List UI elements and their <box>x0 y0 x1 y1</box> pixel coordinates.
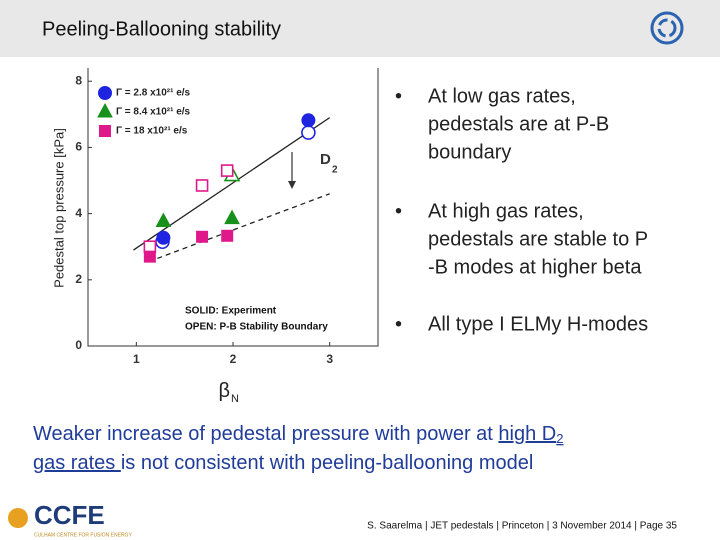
legend-label: Γ = 2.8 x10²¹ e/s <box>116 88 191 99</box>
y-tick-label: 8 <box>75 73 82 87</box>
conclusion-subscript: 2 <box>556 431 563 446</box>
conclusion-line2: gas rates is not consistent with peeling… <box>33 452 533 474</box>
fit-line <box>133 117 331 251</box>
plot: 1 2 3 0 2 4 6 8 Γ = 2.8 x10²¹ e/s Γ = 8.4 x10²¹ e… <box>75 68 379 366</box>
boundary-point <box>301 125 316 140</box>
x-axis-label-sub: N <box>231 393 239 405</box>
y-tick-label: 4 <box>75 206 82 220</box>
x-tick-label: 3 <box>326 352 333 366</box>
bullet-symbol: • <box>395 85 402 107</box>
bullet-symbol: • <box>395 200 402 222</box>
bullet-text: All type I ELMy H-modes <box>428 313 648 335</box>
x-tick-label: 2 <box>230 352 237 366</box>
bullet-text: boundary <box>428 141 511 163</box>
experiment-point <box>196 230 209 243</box>
legend-marker <box>98 86 112 100</box>
bullet-symbol: • <box>395 313 402 335</box>
slide-title: Peeling-Ballooning stability <box>42 18 281 40</box>
experiment-point <box>301 113 316 128</box>
open-note: OPEN: P-B Stability Boundary <box>185 322 328 333</box>
y-tick-label: 2 <box>75 272 82 286</box>
experiment-point <box>221 229 234 242</box>
solid-note: SOLID: Experiment <box>185 306 277 317</box>
x-tick-label: 1 <box>133 352 140 366</box>
experiment-point <box>155 212 172 228</box>
boundary-point <box>220 164 234 177</box>
bullet-text: -B modes at higher beta <box>428 256 642 278</box>
y-axis-label: Pedestal top pressure [kPa] <box>51 128 66 288</box>
y-tick-label: 0 <box>75 338 82 352</box>
logo-text: CCFE <box>34 500 105 530</box>
conclusion-underlined: high D <box>498 423 556 445</box>
legend-label: Γ = 18 x10²¹ e/s <box>116 126 188 137</box>
x-axis-label: β <box>218 380 230 402</box>
bullet-text: pedestals are stable to P <box>428 228 648 250</box>
bullet-text: At low gas rates, <box>428 85 576 107</box>
logo-emblem <box>650 11 684 45</box>
conclusion-line1: Weaker increase of pedestal pressure wit… <box>33 423 563 446</box>
logo-subtext: CULHAM CENTRE FOR FUSION ENERGY <box>34 532 132 538</box>
bullets: • At low gas rates, pedestals are at P-B bo… <box>395 85 648 335</box>
bullet-text: pedestals are at P-B <box>428 113 609 135</box>
arrow-label: D <box>320 151 331 168</box>
arrow-head <box>288 181 296 189</box>
boundary-point <box>143 240 157 254</box>
conclusion-text: Weaker increase of pedestal pressure wit… <box>33 423 498 445</box>
bullet-text: At high gas rates, <box>428 200 584 222</box>
conclusion-text: is not consistent with peeling-balloonin… <box>121 452 533 474</box>
legend-label: Γ = 8.4 x10²¹ e/s <box>116 107 191 118</box>
legend-marker <box>97 102 113 118</box>
footer-credit: S. Saarelma | JET pedestals | Princeton … <box>367 521 677 532</box>
boundary-point <box>195 179 209 192</box>
conclusion-underlined: gas rates <box>33 452 121 474</box>
y-tick-label: 6 <box>75 140 82 154</box>
legend-marker <box>99 125 111 137</box>
experiment-point <box>224 209 240 225</box>
experiment-point <box>143 250 156 263</box>
ccfe-logo <box>8 508 28 528</box>
experiment-point <box>156 230 171 245</box>
header-band <box>0 0 720 57</box>
arrow-label-sub: 2 <box>332 165 338 176</box>
